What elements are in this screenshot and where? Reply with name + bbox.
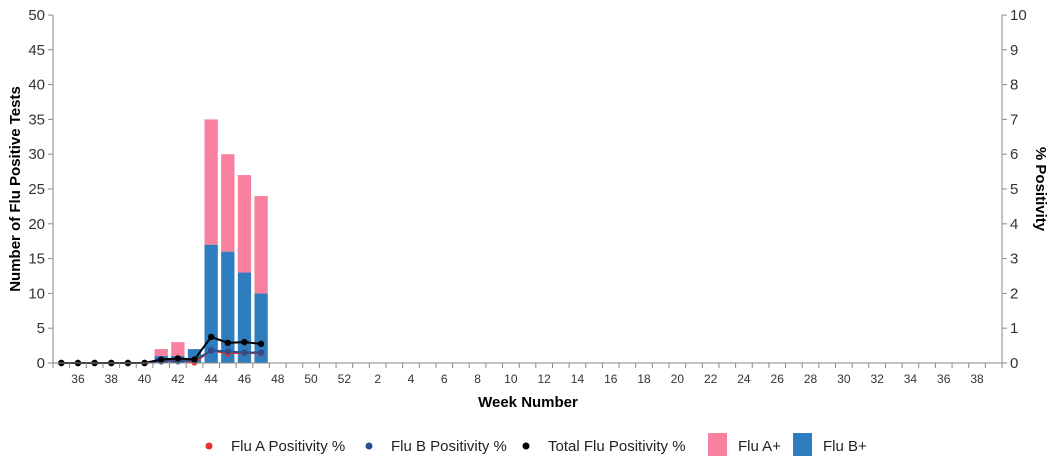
y-tick-label: 25 — [28, 181, 45, 198]
bar-flu-b--week-47 — [254, 293, 268, 363]
point-total-flu-positivity-week-45 — [224, 339, 232, 347]
y-tick-label: 45 — [28, 42, 45, 59]
y2-tick-label: 10 — [1010, 7, 1027, 24]
x-tick-label: 50 — [304, 372, 318, 386]
x-tick-label: 48 — [271, 372, 285, 386]
x-tick-label: 4 — [408, 372, 415, 386]
legend: Flu A Positivity % Flu B Positivity % Tota… — [205, 433, 867, 456]
x-tick-label: 8 — [474, 372, 481, 386]
bar-flu-b--week-46 — [237, 272, 252, 363]
x-tick-label: 52 — [338, 372, 352, 386]
y-axis-title: Number of Flu Positive Tests — [7, 86, 24, 292]
x-tick-label: 12 — [537, 372, 551, 386]
x-tick-label: 38 — [970, 372, 984, 386]
y-tick-label: 35 — [28, 111, 45, 128]
point-total-flu-positivity-week-43 — [191, 356, 198, 363]
legend-label-flu-a-positivity: Flu A Positivity % — [231, 438, 345, 455]
legend-label-total-flu-positivity: Total Flu Positivity % — [548, 438, 686, 455]
x-axis-title: Week Number — [478, 394, 578, 411]
y2-tick-label: 8 — [1010, 77, 1018, 94]
x-tick-label: 20 — [671, 372, 685, 386]
x-tick-label: 22 — [704, 372, 718, 386]
y-tick-label: 10 — [28, 285, 45, 302]
x-tick-label: 36 — [937, 372, 951, 386]
x-tick-label: 2 — [374, 372, 381, 386]
bar-flu-a--week-41 — [154, 349, 168, 357]
legend-label-flu-b-positivity: Flu B Positivity % — [391, 438, 507, 455]
bar-flu-b--week-44 — [204, 244, 218, 363]
x-tick-label: 26 — [771, 372, 785, 386]
legend-marker-flu-a — [708, 433, 727, 456]
x-tick-label: 34 — [904, 372, 918, 386]
y2-tick-label: 7 — [1010, 111, 1018, 128]
point-total-flu-positivity-week-42 — [174, 355, 182, 362]
x-tick-label: 28 — [804, 372, 818, 386]
x-tick-label: 30 — [837, 372, 851, 386]
point-total-flu-positivity-week-41 — [158, 356, 165, 363]
y2-tick-label: 5 — [1010, 181, 1018, 198]
x-tick-label: 18 — [637, 372, 651, 386]
bar-flu-a--week-44 — [204, 119, 218, 245]
bars-layer — [154, 119, 268, 363]
point-flu-b-positivity-week-47 — [257, 349, 265, 356]
legend-label-flu-b: Flu B+ — [823, 438, 867, 455]
x-tick-label: 36 — [71, 372, 85, 386]
point-flu-b-positivity-week-46 — [241, 349, 248, 356]
point-total-flu-positivity-week-46 — [241, 338, 248, 346]
bar-flu-a--week-42 — [171, 342, 185, 357]
y-tick-label: 0 — [37, 355, 45, 372]
y-tick-label: 20 — [28, 216, 45, 233]
x-tick-label: 6 — [441, 372, 448, 386]
y-tick-label: 15 — [28, 251, 45, 268]
legend-marker-flu-b-positivity — [365, 442, 373, 450]
legend-marker-total-flu-positivity — [522, 442, 530, 450]
x-tick-label: 32 — [870, 372, 884, 386]
x-tick-label: 42 — [171, 372, 185, 386]
y2-tick-label: 2 — [1010, 285, 1018, 302]
x-tick-label: 44 — [204, 372, 218, 386]
x-tick-label: 14 — [571, 372, 585, 386]
bar-flu-a--week-45 — [221, 154, 235, 252]
x-tick-label: 24 — [737, 372, 751, 386]
point-total-flu-positivity-week-47 — [257, 340, 265, 348]
point-flu-b-positivity-week-44 — [207, 347, 215, 354]
x-tick-label: 38 — [105, 372, 119, 386]
legend-label-flu-a: Flu A+ — [738, 438, 781, 455]
y2-axis-title: % Positivity — [1032, 147, 1048, 232]
y2-tick-label: 4 — [1010, 216, 1018, 233]
y2-tick-label: 1 — [1010, 320, 1018, 337]
point-total-flu-positivity-week-44 — [207, 333, 215, 341]
y-tick-label: 5 — [37, 320, 45, 337]
x-tick-label: 40 — [138, 372, 152, 386]
bar-flu-a--week-46 — [237, 175, 252, 273]
x-tick-label: 46 — [238, 372, 252, 386]
x-tick-label: 10 — [504, 372, 518, 386]
legend-marker-flu-b — [793, 433, 812, 456]
x-tick-label: 16 — [604, 372, 618, 386]
y2-tick-label: 0 — [1010, 355, 1018, 372]
y-tick-label: 40 — [28, 77, 45, 94]
y2-tick-label: 6 — [1010, 146, 1018, 163]
y-tick-label: 50 — [28, 7, 45, 24]
bar-flu-b--week-45 — [221, 251, 235, 363]
point-flu-b-positivity-week-45 — [224, 348, 232, 355]
y2-tick-label: 9 — [1010, 42, 1018, 59]
bar-flu-a--week-47 — [254, 195, 268, 294]
y2-tick-label: 3 — [1010, 251, 1018, 268]
legend-marker-flu-a-positivity — [205, 442, 213, 450]
y-tick-label: 30 — [28, 146, 45, 163]
